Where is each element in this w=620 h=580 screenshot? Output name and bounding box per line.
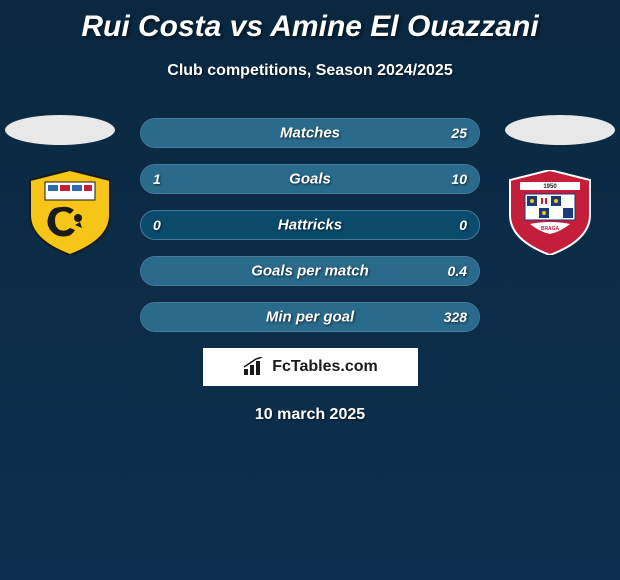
stat-value-right: 328 (444, 309, 467, 325)
stat-label: Min per goal (266, 309, 354, 326)
stat-value-left: 1 (153, 171, 161, 187)
stat-label: Goals per match (251, 263, 369, 280)
stat-row: Matches 25 (140, 118, 480, 148)
club-badge-left (20, 170, 120, 255)
stat-row: Min per goal 328 (140, 302, 480, 332)
svg-text:1950: 1950 (543, 184, 557, 190)
stat-row: Goals per match 0.4 (140, 256, 480, 286)
player-left-ellipse (5, 115, 115, 145)
svg-text:BRAGA: BRAGA (541, 226, 560, 232)
branding-box: FcTables.com (203, 348, 418, 386)
branding-text: FcTables.com (272, 358, 378, 376)
comparison-date: 10 march 2025 (0, 406, 620, 424)
comparison-subtitle: Club competitions, Season 2024/2025 (0, 62, 620, 80)
shield-icon: 1950 BRAGA (500, 170, 600, 255)
stat-value-right: 10 (451, 171, 467, 187)
shield-icon (20, 170, 120, 255)
player-right-ellipse (505, 115, 615, 145)
comparison-title: Rui Costa vs Amine El Ouazzani (0, 0, 620, 44)
stat-value-left: 0 (153, 217, 161, 233)
stat-value-right: 0 (459, 217, 467, 233)
content-area: 1950 BRAGA Matches 25 1 Goals 10 0 Hattricks 0 G… (0, 115, 620, 332)
stat-row: 0 Hattricks 0 (140, 210, 480, 240)
chart-icon (242, 357, 266, 377)
club-badge-right: 1950 BRAGA (500, 170, 600, 255)
stat-label: Matches (280, 125, 340, 142)
stat-value-right: 25 (451, 125, 467, 141)
stat-label: Goals (289, 171, 331, 188)
stat-value-right: 0.4 (448, 263, 467, 279)
stat-label: Hattricks (278, 217, 342, 234)
stat-row: 1 Goals 10 (140, 164, 480, 194)
stats-container: Matches 25 1 Goals 10 0 Hattricks 0 Goals per ma… (140, 115, 480, 332)
